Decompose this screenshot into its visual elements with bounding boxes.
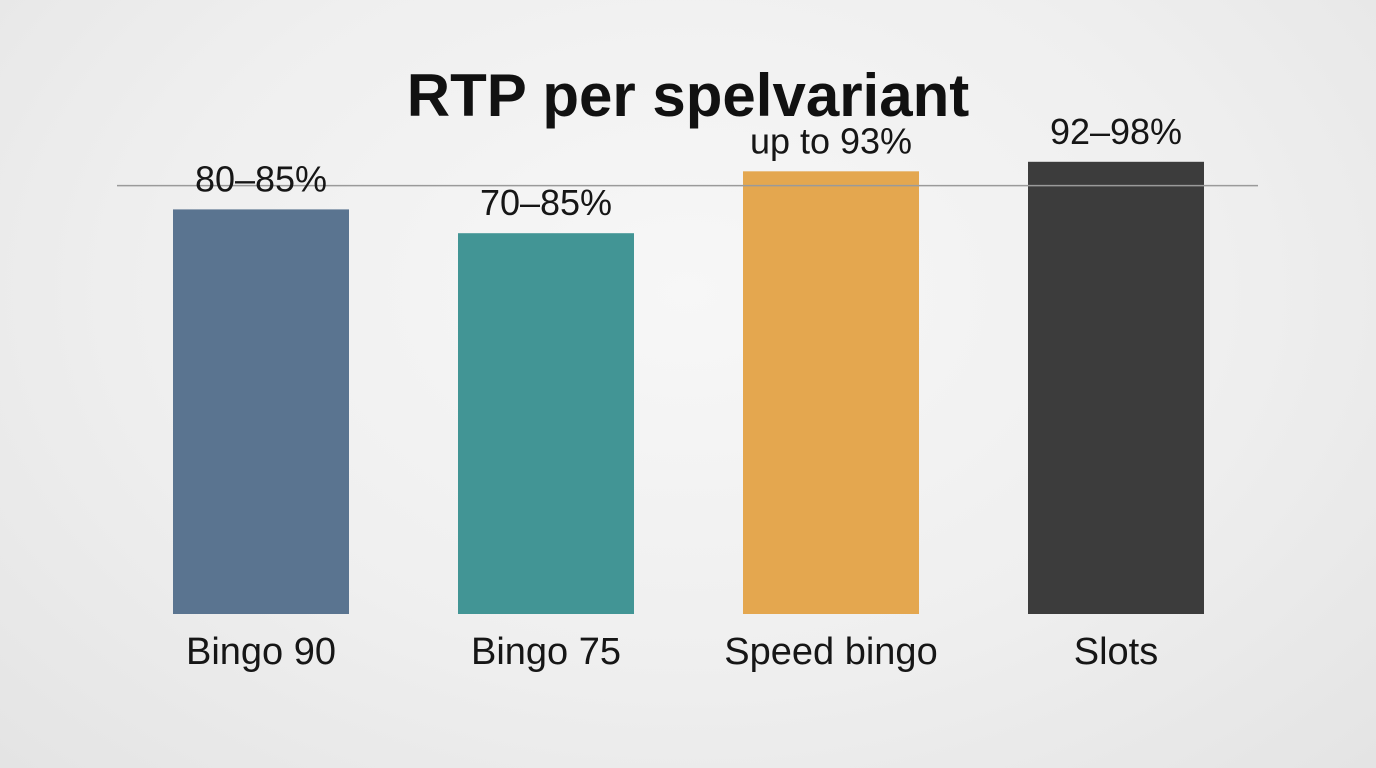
labels-layer: 80–85% Bingo 90 70–85% Bingo 75 up to 93% Spe… [186,111,1182,673]
chart-title: RTP per spelvariant [406,62,970,129]
bar-slots [1028,161,1204,615]
value-label-bingo-75: 70–85% [480,182,612,223]
value-label-slots: 92–98% [1050,111,1182,152]
bar-speed-bingo [743,171,919,614]
bars-layer [173,161,1204,615]
bar-bingo-90 [173,209,349,614]
category-label-slots: Slots [1074,631,1158,673]
category-label-bingo-90: Bingo 90 [186,631,336,673]
category-label-speed-bingo: Speed bingo [724,631,937,673]
value-label-speed-bingo: up to 93% [750,120,912,161]
bar-bingo-75 [458,233,634,614]
value-label-bingo-90: 80–85% [195,158,327,199]
category-label-bingo-75: Bingo 75 [471,631,621,673]
